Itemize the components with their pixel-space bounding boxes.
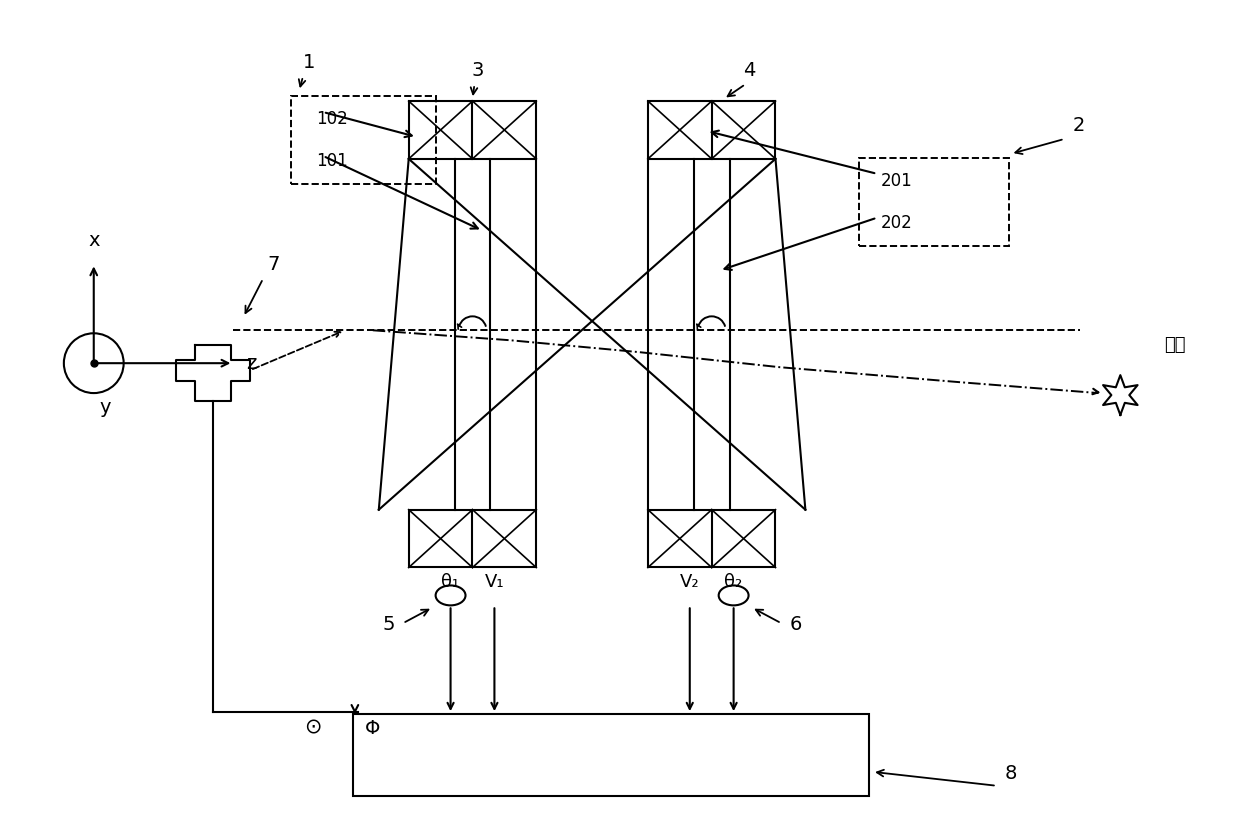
Text: x: x (88, 230, 99, 250)
Bar (409, 509, 536, 568)
Text: 8: 8 (1004, 764, 1017, 782)
Text: θ₁: θ₁ (441, 574, 460, 591)
Text: z: z (246, 354, 257, 372)
Bar (649, 509, 775, 568)
Text: 4: 4 (744, 61, 755, 80)
Text: 1: 1 (303, 53, 315, 72)
Text: 102: 102 (316, 110, 347, 128)
Text: 目标: 目标 (1164, 337, 1185, 354)
Bar (409, 101, 536, 159)
Text: 3: 3 (471, 61, 484, 80)
Text: ⊙: ⊙ (304, 718, 321, 738)
Text: 202: 202 (882, 214, 913, 231)
FancyBboxPatch shape (859, 158, 1008, 245)
Text: 6: 6 (789, 615, 801, 635)
Text: V₂: V₂ (680, 574, 699, 591)
Bar (649, 101, 775, 159)
Text: 7: 7 (267, 256, 279, 275)
FancyBboxPatch shape (291, 96, 435, 184)
Text: θ₂: θ₂ (724, 574, 743, 591)
Text: y: y (100, 398, 112, 417)
Bar (353, 714, 869, 796)
Text: 101: 101 (316, 152, 347, 170)
Text: 5: 5 (382, 615, 396, 635)
Text: 201: 201 (882, 172, 913, 190)
Text: 2: 2 (1073, 116, 1085, 135)
Text: Φ: Φ (365, 719, 381, 738)
Text: V₁: V₁ (485, 574, 505, 591)
